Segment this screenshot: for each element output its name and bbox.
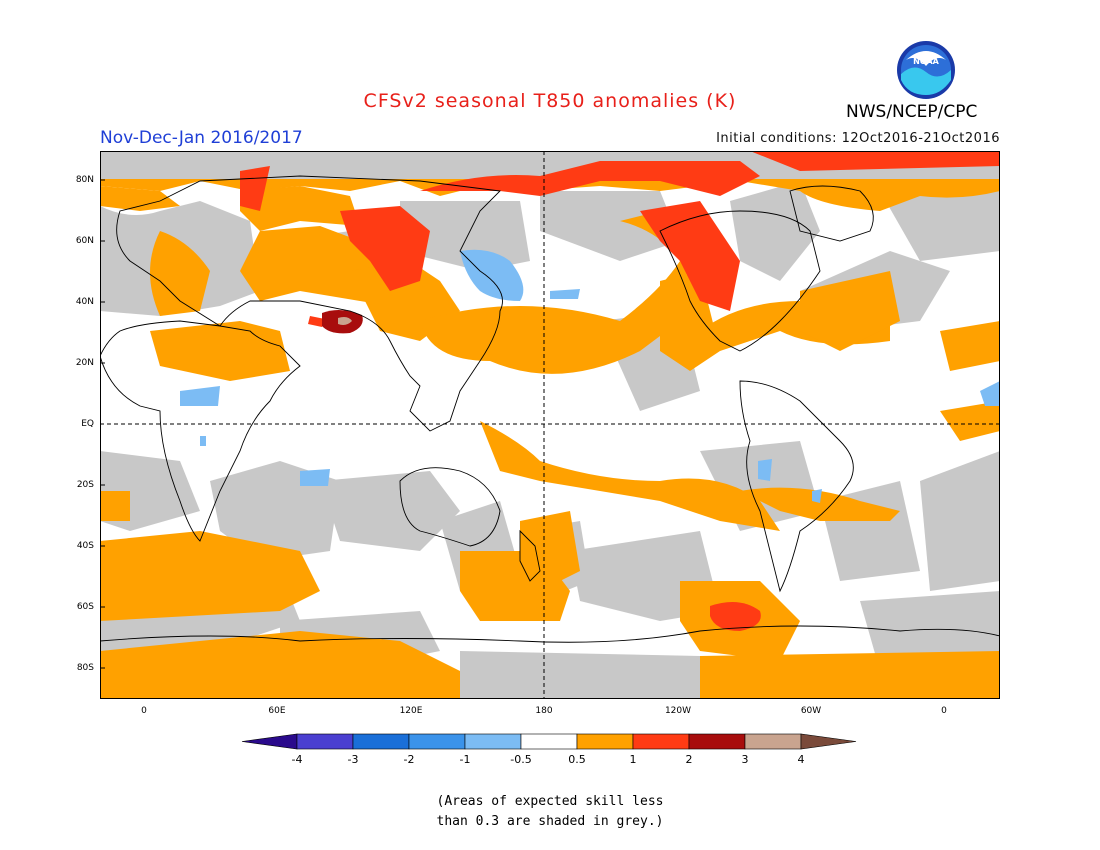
lon-label-120e: 120E — [399, 706, 423, 716]
color-scale-tick-label: -4 — [292, 753, 303, 766]
skill-footnote-line1: (Areas of expected skill less — [436, 794, 664, 809]
color-scale-tick-label: 3 — [742, 753, 749, 766]
color-scale-legend: -4 -3 -2 -1 -0.5 0.5 1 2 3 4 — [241, 733, 857, 766]
lat-label-40n: 40N — [75, 297, 94, 307]
lat-label-60s: 60S — [76, 602, 94, 612]
noaa-logo-text: NOAA — [913, 57, 939, 66]
anomaly-map — [100, 151, 1000, 699]
lon-label-60e: 60E — [268, 706, 286, 716]
color-scale-tick-label: 2 — [686, 753, 693, 766]
color-scale-tick-label: -0.5 — [510, 753, 531, 766]
color-scale-tick-label: 1 — [630, 753, 637, 766]
color-scale-box — [352, 733, 410, 750]
lon-label-180: 180 — [535, 706, 553, 716]
color-scale-tick-label: -2 — [404, 753, 415, 766]
lon-label-0: 0 — [141, 706, 147, 716]
color-scale-box — [744, 733, 802, 750]
lat-label-20n: 20N — [75, 358, 94, 368]
lon-label-120w: 120W — [664, 706, 692, 716]
noaa-logo-icon: NOAA — [897, 41, 955, 99]
lat-label-60n: 60N — [75, 236, 94, 246]
lat-label-80s: 80S — [76, 663, 94, 673]
lat-label-eq: EQ — [81, 419, 94, 429]
warm-anomaly-regions — [100, 179, 1000, 699]
color-scale-box — [632, 733, 690, 750]
color-scale-box — [520, 733, 578, 750]
very-strong-warm-regions — [322, 309, 363, 334]
coastlines — [100, 175, 1000, 643]
skill-footnote: (Areas of expected skill less than 0.3 a… — [0, 792, 1100, 832]
initial-conditions-label: Initial conditions: 12Oct2016-21Oct2016 — [716, 131, 1000, 146]
color-scale-boxes — [241, 733, 857, 750]
color-scale-box — [296, 733, 354, 750]
map-title: CFSv2 seasonal T850 anomalies (K) — [363, 90, 737, 112]
agency-label: NWS/NCEP/CPC — [846, 102, 978, 122]
lat-label-40s: 40S — [76, 541, 94, 551]
color-scale-tick-label: 0.5 — [568, 753, 586, 766]
lon-label-60w: 60W — [800, 706, 822, 716]
color-scale-tick-label: -1 — [460, 753, 471, 766]
lat-label-20s: 20S — [76, 480, 94, 490]
color-scale-ticks: -4 -3 -2 -1 -0.5 0.5 1 2 3 4 — [292, 753, 805, 766]
season-label: Nov-Dec-Jan 2016/2017 — [100, 128, 303, 148]
lon-label-0-right: 0 — [941, 706, 947, 716]
lat-label-80n: 80N — [75, 175, 94, 185]
color-scale-box — [576, 733, 634, 750]
color-scale-box — [408, 733, 466, 750]
color-scale-tick-label: 4 — [798, 753, 805, 766]
color-scale-box — [464, 733, 522, 750]
cool-anomaly-regions — [180, 249, 1000, 503]
color-scale-box — [688, 733, 746, 750]
map-frame — [100, 151, 1000, 699]
skill-footnote-line2: than 0.3 are shaded in grey.) — [436, 814, 664, 829]
color-scale-arrow-high — [800, 733, 857, 750]
graticule — [100, 151, 1000, 699]
color-scale-arrow-low — [241, 733, 298, 750]
color-scale-tick-label: -3 — [348, 753, 359, 766]
